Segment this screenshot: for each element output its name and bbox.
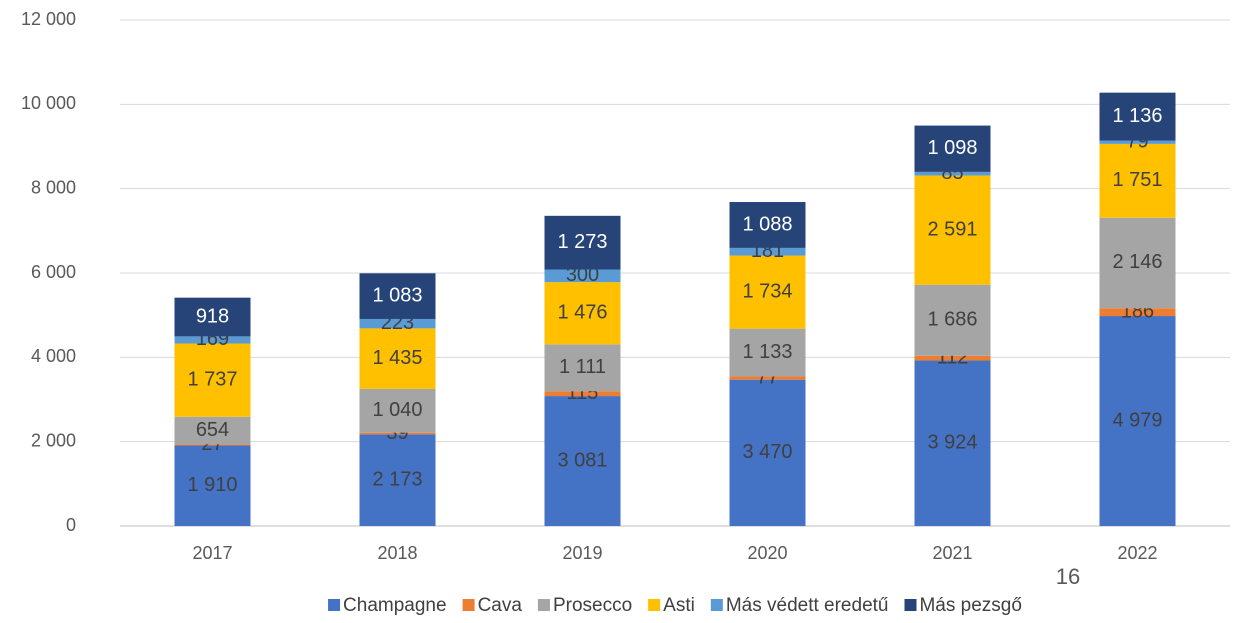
legend-swatch [648, 599, 661, 611]
bar-segment [544, 215, 621, 270]
bar-segment [544, 391, 621, 397]
legend-label: Prosecco [553, 595, 632, 616]
legend-label: Más pezsgő [919, 595, 1021, 616]
bar-segment [1099, 143, 1176, 218]
legend-label: Más védett eredetű [726, 595, 889, 616]
bar-segment [914, 125, 991, 172]
y-tick-label: 4 000 [31, 346, 76, 366]
legend-label: Asti [663, 595, 695, 616]
bar-segment [544, 282, 621, 345]
bar-segment [544, 269, 621, 283]
legend-swatch [710, 599, 723, 611]
bar-segment [359, 434, 436, 526]
bar-segment [729, 379, 806, 526]
data-label: 2 173 [372, 468, 422, 490]
data-label: 3 470 [742, 441, 792, 463]
y-tick-label: 8 000 [31, 177, 76, 197]
legend-swatch [462, 599, 475, 611]
data-label: 300 [566, 264, 599, 286]
bar-segment [729, 255, 806, 329]
data-label: 1 111 [559, 356, 606, 378]
bar-segment [914, 360, 991, 526]
data-label: 654 [196, 419, 229, 441]
bar-segment [729, 376, 806, 380]
x-tick-label: 2017 [192, 543, 232, 563]
x-tick-label: 2018 [377, 543, 417, 563]
bar-segment [544, 344, 621, 392]
y-tick-label: 2 000 [31, 430, 76, 450]
x-tick-label: 2019 [562, 543, 602, 563]
y-tick-label: 12 000 [21, 9, 76, 29]
data-label: 1 088 [742, 213, 792, 235]
bar-segment [914, 284, 991, 356]
data-label: 3 924 [927, 432, 977, 454]
bar-segment [1099, 92, 1176, 141]
bar-segment [914, 355, 991, 361]
bar-segment [729, 202, 806, 248]
bar-segment [174, 416, 251, 445]
data-label: 1 686 [927, 309, 977, 331]
data-label: 2 591 [927, 218, 977, 240]
data-label: 4 979 [1112, 409, 1162, 431]
data-label: 1 737 [187, 368, 237, 390]
data-label: 3 081 [557, 449, 607, 471]
bar-segment [174, 336, 251, 344]
data-label: 1 083 [372, 284, 422, 306]
bar-segment [729, 247, 806, 256]
bar-segment [359, 388, 436, 433]
data-label: 1 273 [557, 231, 607, 253]
data-label: 1 435 [372, 347, 422, 369]
x-tick-label: 2022 [1117, 543, 1157, 563]
y-tick-label: 0 [66, 515, 76, 535]
data-label: 918 [196, 305, 229, 327]
data-label: 1 136 [1112, 105, 1162, 127]
data-label: 1 133 [742, 341, 792, 363]
bar-segment [1099, 217, 1176, 309]
x-tick-label: 2020 [747, 543, 787, 563]
data-label: 1 734 [742, 280, 792, 302]
data-label: 1 910 [187, 474, 237, 496]
data-label: 1 040 [372, 399, 422, 421]
legend-label: Cava [478, 595, 523, 616]
data-label: 1 751 [1112, 169, 1162, 191]
x-tick-label: 2021 [932, 543, 972, 563]
bar-segment [359, 273, 436, 319]
legend-label: Champagne [343, 595, 447, 616]
bar-segment [544, 396, 621, 526]
legend-swatch [328, 599, 341, 611]
bar-segment [174, 444, 251, 446]
legend-swatch [537, 599, 550, 611]
bar-segment [359, 318, 436, 329]
data-label: 1 098 [927, 137, 977, 159]
bar-segment [914, 175, 991, 285]
bar-segment [174, 297, 251, 337]
bar-segment [174, 445, 251, 526]
y-tick-label: 6 000 [31, 262, 76, 282]
bar-segment [729, 328, 806, 377]
legend-swatch [904, 599, 917, 611]
bar-segment [174, 343, 251, 417]
bar-segment [1099, 308, 1176, 317]
bar-segment [914, 171, 991, 176]
bar-segment [1099, 316, 1176, 526]
bar-segment [359, 328, 436, 389]
page-number: 16 [1056, 564, 1080, 589]
bar-segment [1099, 140, 1176, 144]
data-label: 2 146 [1112, 251, 1162, 273]
data-label: 1 476 [557, 302, 607, 324]
bar-segment [359, 432, 436, 435]
y-tick-label: 10 000 [21, 93, 76, 113]
